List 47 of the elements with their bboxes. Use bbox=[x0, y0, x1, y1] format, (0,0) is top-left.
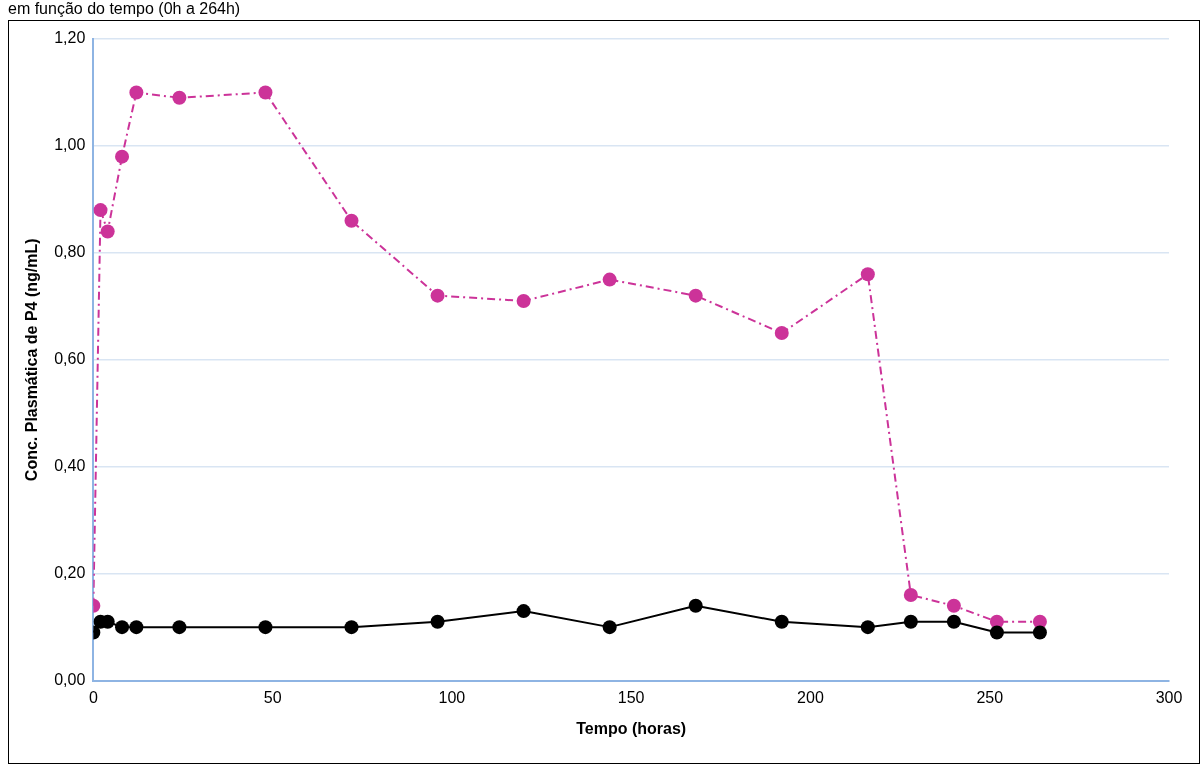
point bbox=[688, 598, 703, 613]
chart-title: em função do tempo (0h a 264h) bbox=[8, 0, 241, 18]
x-tick-label: 0 bbox=[88, 688, 98, 706]
y-tick-label: 0,20 bbox=[54, 564, 86, 582]
x-tick-label: 250 bbox=[976, 688, 1004, 706]
point bbox=[172, 90, 187, 105]
point bbox=[115, 149, 130, 164]
point bbox=[258, 85, 273, 100]
y-tick-label: 1,20 bbox=[54, 29, 86, 47]
y-tick-label: 0,00 bbox=[54, 671, 86, 689]
point bbox=[774, 326, 789, 341]
point bbox=[172, 620, 187, 635]
point bbox=[946, 598, 961, 613]
point bbox=[129, 620, 144, 635]
point bbox=[989, 625, 1004, 640]
point bbox=[602, 620, 617, 635]
y-tick-label: 0,80 bbox=[54, 243, 86, 261]
point bbox=[430, 614, 445, 629]
point bbox=[602, 272, 617, 287]
point bbox=[1032, 625, 1047, 640]
point bbox=[903, 588, 918, 603]
point bbox=[946, 614, 961, 629]
x-tick-label: 100 bbox=[438, 688, 466, 706]
x-tick-label: 50 bbox=[263, 688, 282, 706]
y-tick-label: 1,00 bbox=[54, 136, 86, 154]
point bbox=[516, 604, 531, 619]
point bbox=[93, 203, 108, 218]
point bbox=[100, 224, 115, 239]
point bbox=[115, 620, 130, 635]
y-tick-label: 0,60 bbox=[54, 350, 86, 368]
point bbox=[774, 614, 789, 629]
point bbox=[860, 620, 875, 635]
x-tick-label: 150 bbox=[617, 688, 645, 706]
x-tick-label: 200 bbox=[797, 688, 824, 706]
x-axis-title: Tempo (horas) bbox=[576, 719, 687, 737]
point bbox=[129, 85, 144, 100]
x-tick-label: 300 bbox=[1155, 688, 1183, 706]
point bbox=[258, 620, 273, 635]
y-axis-title: Conc. Plasmática de P4 (ng/mL) bbox=[23, 238, 41, 482]
point bbox=[688, 288, 703, 303]
point bbox=[344, 213, 359, 228]
point bbox=[860, 267, 875, 282]
y-tick-label: 0,40 bbox=[54, 457, 86, 475]
point bbox=[516, 293, 531, 308]
point bbox=[903, 614, 918, 629]
point bbox=[344, 620, 359, 635]
point bbox=[430, 288, 445, 303]
